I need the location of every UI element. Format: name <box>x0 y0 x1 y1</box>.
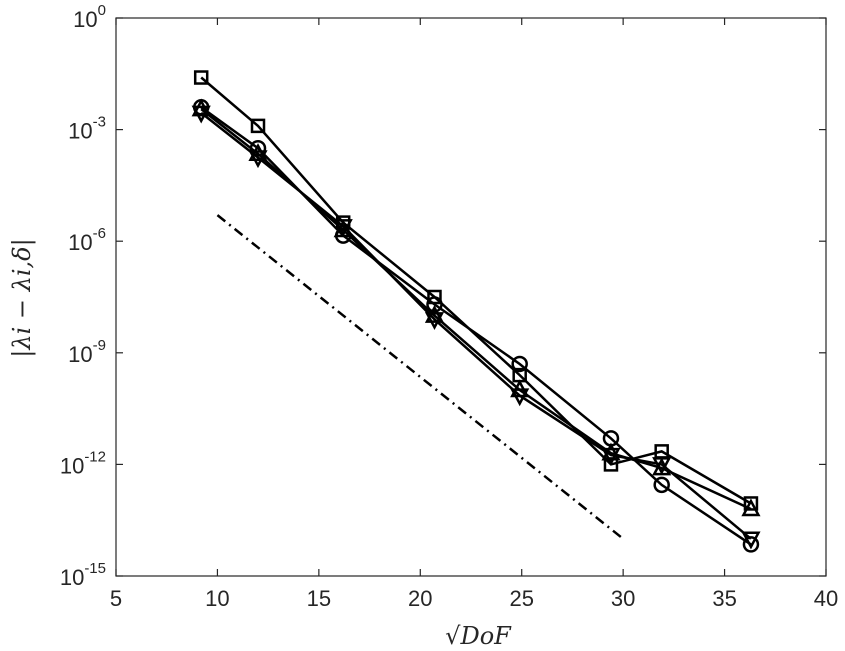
x-tick-label: 30 <box>611 586 635 611</box>
triangle-up-marker <box>248 143 268 162</box>
y-tick-exponent: -15 <box>84 560 106 577</box>
y-tick-base: 10 <box>68 230 92 255</box>
triangle-up-marker <box>191 98 211 117</box>
y-tick-base: 10 <box>60 565 84 590</box>
y-tick-label: 10-9 <box>68 337 106 367</box>
triangle-up-series-line <box>200 108 752 511</box>
triangle-down-marker <box>248 150 268 169</box>
x-tick-label: 15 <box>307 586 331 611</box>
y-tick-base: 10 <box>68 342 92 367</box>
square-marker <box>743 496 759 511</box>
y-tick-exponent: -6 <box>93 225 106 242</box>
square-marker <box>250 118 266 134</box>
circle-marker <box>426 296 443 313</box>
y-axis-label: |λi − λi,δ| <box>8 238 37 357</box>
triangle-down-marker <box>333 219 353 237</box>
y-tick-exponent: -12 <box>84 448 106 465</box>
x-tick-label: 10 <box>205 586 229 611</box>
y-tick-base: 10 <box>73 7 97 32</box>
triangle-down-marker <box>510 388 530 407</box>
circle-marker <box>653 476 670 494</box>
y-tick-base: 10 <box>60 453 84 478</box>
triangle-up-marker <box>741 498 761 517</box>
triangle-down-marker <box>601 447 621 466</box>
y-tick-label: 10-3 <box>68 114 106 144</box>
x-tick-label: 20 <box>408 586 432 611</box>
circle-series-line <box>200 106 752 546</box>
triangle-down-series-line <box>200 111 752 540</box>
y-tick-label: 10-15 <box>60 560 106 590</box>
triangle-down-marker <box>424 312 445 330</box>
series-group <box>191 70 761 553</box>
plot-area <box>115 17 827 577</box>
x-axis-label: √DoF <box>445 622 512 650</box>
triangle-down-marker <box>741 531 761 550</box>
x-tick-label: 5 <box>110 586 122 611</box>
square-series-line <box>200 76 752 505</box>
x-tick-label: 25 <box>509 586 533 611</box>
triangle-down-marker <box>652 457 672 476</box>
y-tick-label: 10-12 <box>60 448 106 478</box>
y-tick-label: 100 <box>73 2 106 32</box>
square-marker <box>193 70 209 85</box>
x-tick-label: 35 <box>712 586 736 611</box>
triangle-down-marker <box>191 105 211 124</box>
x-tick-label: 40 <box>814 586 838 611</box>
y-tick-label: 10-6 <box>68 225 106 255</box>
y-tick-base: 10 <box>68 119 92 144</box>
y-tick-exponent: -9 <box>93 337 106 354</box>
y-tick-exponent: -3 <box>93 114 106 131</box>
circle-marker <box>511 355 528 373</box>
y-tick-exponent: 0 <box>98 2 106 19</box>
